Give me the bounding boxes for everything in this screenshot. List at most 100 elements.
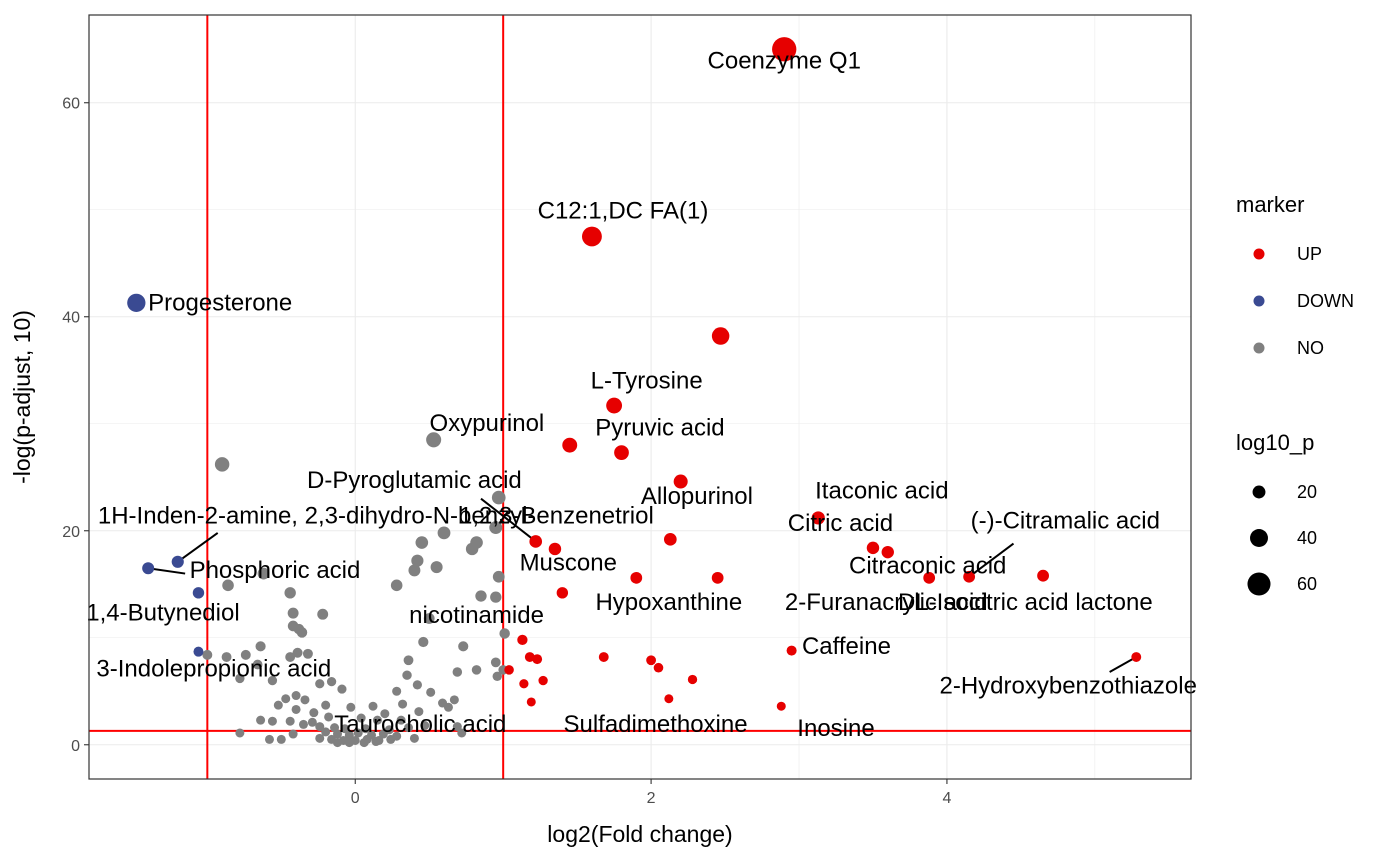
point-label: 2-Hydroxybenzothiazole xyxy=(939,672,1196,699)
data-point-no xyxy=(257,567,270,580)
y-axis-ticks: 0 20 40 60 xyxy=(62,96,89,755)
data-point-down xyxy=(142,562,155,575)
data-point-no xyxy=(273,700,283,710)
data-point-no xyxy=(267,716,277,726)
data-point-no xyxy=(315,679,325,689)
data-point-no xyxy=(222,579,234,592)
point-label: Sulfadimethoxine xyxy=(563,711,747,738)
data-point-up xyxy=(663,532,677,546)
data-point-no xyxy=(344,738,354,748)
legend-label-up: UP xyxy=(1297,244,1322,264)
data-point-up xyxy=(866,541,880,555)
point-label: Hypoxanthine xyxy=(595,589,742,616)
point-label: Muscone xyxy=(520,549,617,576)
data-point-no xyxy=(411,554,424,567)
data-point-up xyxy=(532,654,543,665)
data-point-no xyxy=(264,734,274,744)
data-point-no xyxy=(221,652,232,662)
point-label: Phosphoric acid xyxy=(190,557,361,584)
x-axis-ticks: 0 2 4 xyxy=(351,779,951,807)
data-point-no xyxy=(490,591,502,603)
data-point-no xyxy=(298,719,308,729)
label-connectors xyxy=(148,497,1137,673)
data-point-no xyxy=(300,695,310,705)
data-point-no xyxy=(292,647,303,658)
data-point-no xyxy=(430,561,443,574)
point-label: L-Tyrosine xyxy=(591,367,703,394)
legend-label-down: DOWN xyxy=(1297,291,1354,311)
data-point-up xyxy=(519,679,529,689)
point-label: 2-Furanacrylic acid xyxy=(785,589,988,616)
data-point-up xyxy=(963,570,976,583)
x-tick-label: 0 xyxy=(351,790,360,807)
x-tick-label: 2 xyxy=(647,790,656,807)
point-label: Allopurinol xyxy=(641,483,753,510)
data-point-up xyxy=(517,634,528,646)
data-point-no xyxy=(392,686,402,696)
data-point-up xyxy=(711,327,730,345)
data-point-no xyxy=(426,687,436,697)
point-label: 1,2,3-Benzenetriol xyxy=(459,502,654,529)
point-label: Pyruvic acid xyxy=(595,415,724,442)
data-point-no xyxy=(353,728,363,738)
data-point-no xyxy=(321,700,331,710)
label-connector xyxy=(1109,656,1137,673)
data-point-no xyxy=(372,715,382,725)
data-point-no xyxy=(337,684,347,694)
data-point-no xyxy=(344,730,354,740)
label-connector xyxy=(480,497,537,543)
legend-size-title: log10_p xyxy=(1236,430,1314,455)
data-point-no xyxy=(489,521,503,535)
point-label: Progesterone xyxy=(148,289,292,316)
data-point-no xyxy=(378,729,388,739)
data-point-no xyxy=(409,733,419,743)
data-point-no xyxy=(267,675,278,686)
legend-size-label: 40 xyxy=(1297,528,1317,548)
data-point-up xyxy=(811,511,825,525)
legend-color-title: marker xyxy=(1236,192,1304,217)
data-point-down xyxy=(193,646,204,657)
data-point-up xyxy=(881,545,894,559)
data-point-no xyxy=(380,709,390,719)
data-point-no xyxy=(333,729,343,739)
data-point-no xyxy=(235,728,245,738)
data-point-up xyxy=(776,701,786,711)
data-point-up xyxy=(548,542,562,556)
data-point-no xyxy=(475,590,487,602)
data-point-no xyxy=(418,636,429,648)
data-point-up xyxy=(526,697,536,707)
point-label: C12:1,DC FA(1) xyxy=(538,197,709,224)
data-point-no xyxy=(443,702,453,712)
data-point-no xyxy=(398,699,408,709)
data-point-no xyxy=(359,738,369,748)
data-point-no xyxy=(386,734,396,744)
point-label: Citric acid xyxy=(788,510,893,537)
data-point-no xyxy=(287,607,299,619)
data-point-no xyxy=(296,627,308,638)
data-point-up xyxy=(614,445,629,461)
data-point-no xyxy=(396,715,406,725)
data-point-no xyxy=(317,608,329,620)
data-point-up xyxy=(772,37,797,62)
data-point-no xyxy=(324,712,334,722)
data-point-up xyxy=(653,662,664,673)
data-point-up xyxy=(606,397,623,414)
data-point-no xyxy=(340,724,350,734)
data-point-no xyxy=(291,691,301,701)
data-point-no xyxy=(284,587,296,599)
y-tick-label: 60 xyxy=(62,96,80,113)
data-point-up xyxy=(646,655,656,666)
point-label: Citraconic acid xyxy=(849,553,1006,580)
data-point-no xyxy=(255,641,266,652)
legend-size-label: 60 xyxy=(1297,574,1317,594)
legend-key-no xyxy=(1253,342,1265,354)
data-point-down xyxy=(127,293,146,312)
data-point-no xyxy=(302,648,313,659)
data-point-no xyxy=(490,657,501,668)
legend-size-key xyxy=(1247,572,1271,596)
data-point-no xyxy=(202,649,213,660)
data-point-no xyxy=(403,655,414,666)
label-connector xyxy=(148,567,186,575)
data-points xyxy=(127,37,1142,748)
